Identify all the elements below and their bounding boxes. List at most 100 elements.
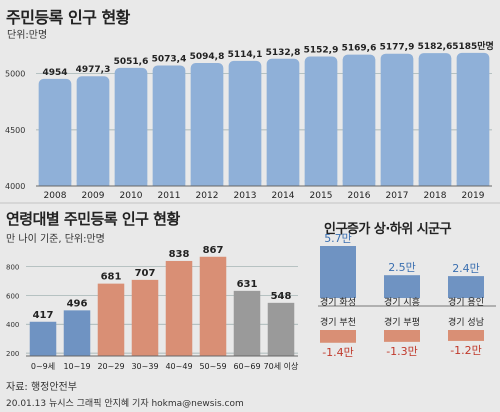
chart1-bar-base	[152, 180, 186, 186]
chart2-x-tick: 70세 이상	[264, 361, 299, 371]
chart3-increase-label: 2.4만	[452, 262, 480, 275]
chart1-x-tick: 2010	[120, 191, 143, 201]
chart1-bar	[190, 63, 224, 186]
chart3-title: 인구증가 상·하위 시군구	[324, 222, 452, 237]
chart1-bar	[114, 67, 148, 186]
chart2-data-label: 867	[203, 245, 224, 256]
chart3-increase-bar	[448, 276, 484, 298]
chart2-bar	[199, 256, 227, 356]
chart3-decrease-bar	[448, 330, 484, 341]
chart1-bar	[152, 65, 186, 186]
chart1-y-tick: 4500	[5, 126, 25, 135]
chart2-data-label: 707	[135, 268, 156, 279]
chart1-data-label: 5185만명	[452, 40, 494, 52]
chart1-x-tick: 2011	[158, 191, 181, 201]
chart3-increase-label: 2.5만	[388, 261, 416, 274]
chart2-subtitle: 만 나이 기준, 단위:만명	[6, 234, 105, 245]
chart3-increase-region: 경기 화성	[320, 296, 356, 308]
chart2-data-label: 548	[271, 291, 292, 302]
chart2-y-tick: 800	[6, 263, 19, 271]
chart2-data-label: 838	[169, 249, 190, 260]
chart1-bar-base	[266, 180, 300, 186]
section-divider	[0, 202, 500, 204]
chart1-bar-base	[228, 180, 262, 186]
chart2-x-tick: 10~19	[63, 362, 90, 371]
chart1-data-label: 5073,4	[152, 54, 187, 64]
chart2-data-label: 496	[67, 298, 88, 309]
chart2-data-label: 417	[33, 310, 54, 321]
chart1-data-label: 5169,6	[342, 44, 377, 54]
chart2-x-tick: 20~29	[97, 362, 124, 371]
chart1-data-label: 5094,8	[190, 52, 225, 62]
chart3-decrease-label: -1.3만	[386, 345, 418, 358]
chart1-bar-base	[38, 180, 72, 186]
chart2-y-tick: 200	[6, 350, 19, 358]
chart2-bar	[233, 290, 261, 356]
chart2-bar	[267, 302, 295, 356]
chart1-x-tick: 2014	[272, 191, 295, 201]
chart2-bar	[97, 283, 125, 356]
chart3-decrease-bar	[384, 330, 420, 342]
chart1-data-label: 4954	[42, 68, 67, 78]
chart2-bar	[131, 279, 159, 356]
chart1-bar	[304, 56, 338, 186]
chart1-bar	[380, 53, 414, 186]
chart2-y-tick: 600	[6, 292, 19, 300]
chart1-x-tick: 2015	[310, 191, 333, 201]
chart2-x-tick: 60~69	[233, 362, 260, 371]
chart2-data-label: 631	[237, 279, 258, 290]
chart1-title: 주민등록 인구 현황	[6, 8, 130, 27]
chart1-x-tick: 2012	[196, 191, 219, 201]
chart1-bar-base	[342, 180, 376, 186]
chart3-decrease-region: 경기 부평	[384, 316, 420, 328]
chart2-x-tick: 30~39	[131, 362, 158, 371]
chart1-data-label: 5132,8	[266, 48, 301, 58]
chart1-x-tick: 2017	[386, 191, 409, 201]
chart2-data-label: 681	[101, 272, 122, 283]
chart1-bar	[228, 60, 262, 186]
source-note: 자료: 행정안전부	[6, 382, 77, 393]
chart2-y-tick: 400	[6, 321, 19, 329]
chart1-bar	[456, 52, 490, 186]
chart1-y-tick: 5000	[5, 70, 25, 79]
chart1-data-label: 5177,9	[380, 43, 415, 53]
chart1-bar-base	[190, 180, 224, 186]
chart3-increase-bar	[384, 275, 420, 298]
chart3-increase-bar	[320, 246, 356, 298]
chart1-data-label: 5182,6	[418, 42, 453, 52]
chart3-decrease-region: 경기 성남	[448, 316, 484, 328]
chart2-bar	[29, 321, 57, 356]
chart1-x-tick: 2008	[44, 191, 67, 201]
chart3-decrease-region: 경기 부천	[320, 316, 356, 328]
chart2-title: 연령대별 주민등록 인구 현황	[6, 210, 180, 228]
population-bar-chart: 4000 4500 5000 4954 2008 4977,3 2009 5051,6 2010…	[5, 40, 494, 201]
chart3-increase-region: 경기 용인	[448, 296, 484, 308]
chart2-bar	[63, 310, 91, 356]
chart2-bar	[165, 260, 193, 356]
chart1-unit: 단위:만명	[7, 30, 48, 41]
chart2-x-tick: 40~49	[165, 362, 192, 371]
chart1-bar	[266, 58, 300, 186]
chart1-bar-base	[114, 180, 148, 186]
chart1-bar-base	[456, 180, 490, 186]
chart1-bar-base	[380, 180, 414, 186]
chart1-data-label: 5152,9	[304, 46, 339, 56]
chart3-decrease-label: -1.2만	[450, 344, 482, 357]
chart1-bar-base	[76, 180, 110, 186]
chart1-y-tick: 4000	[5, 182, 25, 191]
chart3-decrease-label: -1.4만	[322, 346, 354, 359]
chart1-x-tick: 2013	[234, 191, 257, 201]
chart3-increase-region: 경기 시흥	[384, 296, 420, 308]
chart1-x-tick: 2009	[82, 191, 105, 201]
chart1-x-tick: 2018	[424, 191, 447, 201]
chart2-x-tick: 50~59	[199, 362, 226, 371]
chart1-data-label: 5114,1	[228, 50, 263, 60]
chart1-x-tick: 2019	[462, 191, 485, 201]
chart3-decrease-bar	[320, 330, 356, 343]
chart1-x-tick: 2016	[348, 191, 371, 201]
chart1-bar	[38, 78, 72, 186]
chart1-bar	[342, 54, 376, 186]
chart1-bar-base	[304, 180, 338, 186]
chart1-bar	[76, 76, 110, 186]
